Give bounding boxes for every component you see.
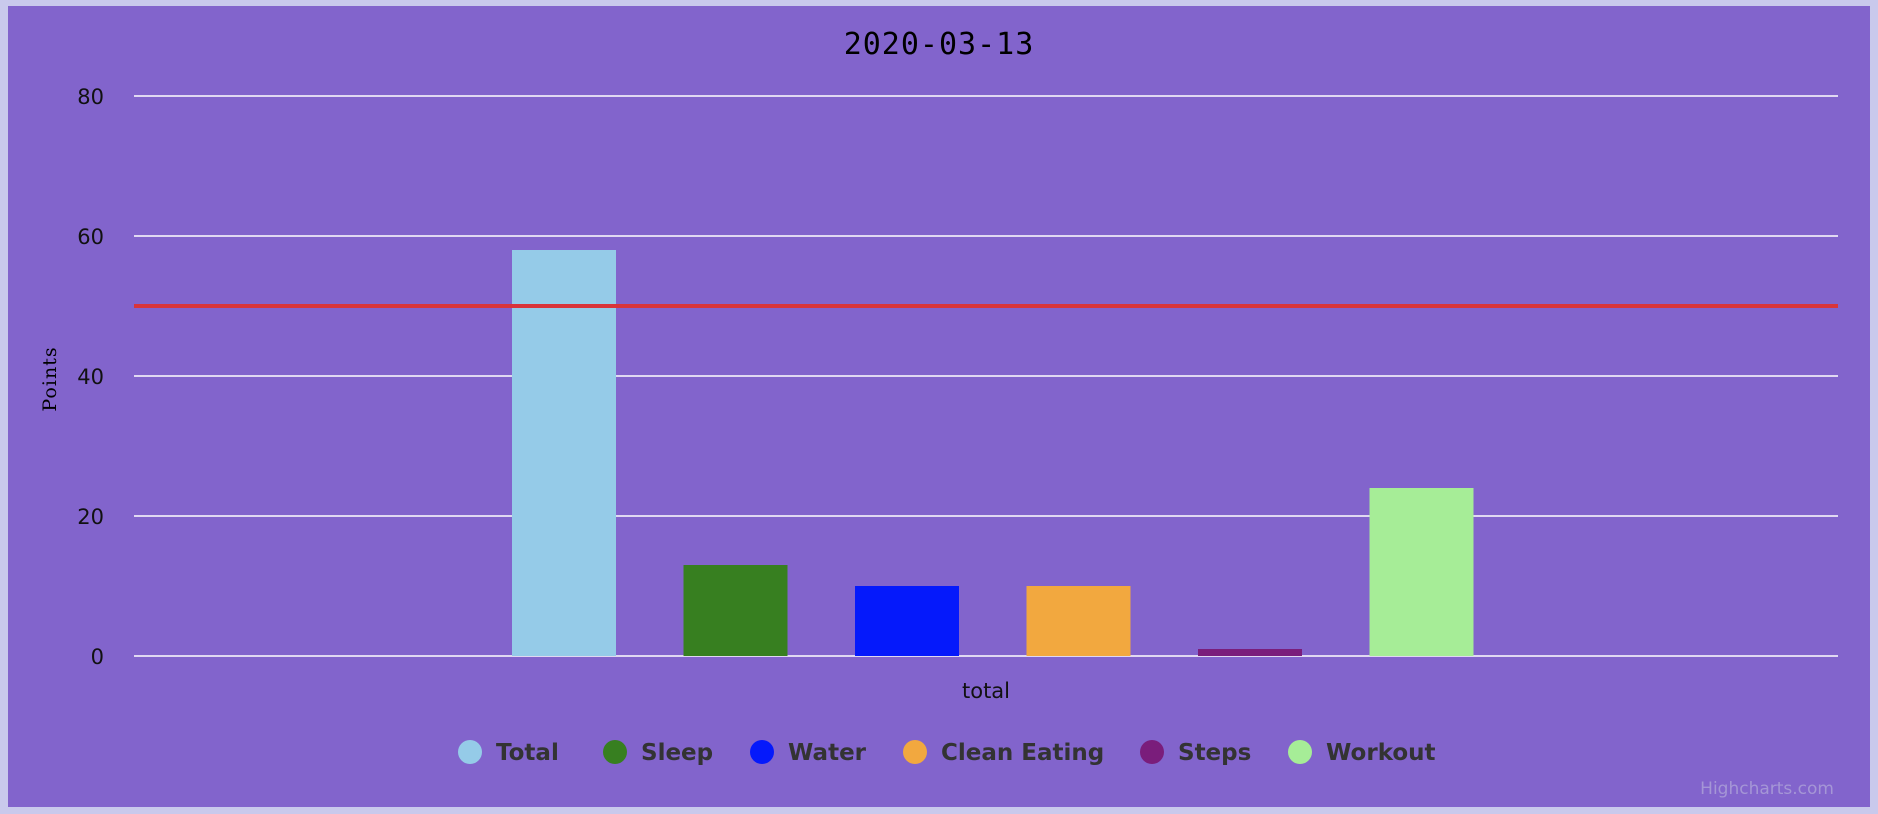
legend-marker	[1288, 740, 1312, 764]
y-tick-label: 20	[77, 505, 104, 529]
legend-marker	[750, 740, 774, 764]
y-tick-label: 80	[77, 85, 104, 109]
legend-label: Steps	[1178, 740, 1251, 766]
x-category-label: total	[962, 679, 1010, 703]
legend-marker	[903, 740, 927, 764]
bar-clean-eating[interactable]	[1026, 586, 1131, 656]
chart-title: 2020-03-13	[844, 27, 1035, 62]
legend-item-clean-eating[interactable]: Clean Eating	[903, 740, 1104, 766]
legend-label: Water	[788, 740, 867, 766]
legend-marker	[603, 740, 627, 764]
legend-item-sleep[interactable]: Sleep	[603, 740, 713, 766]
y-tick-label: 60	[77, 225, 104, 249]
bar-workout[interactable]	[1369, 488, 1474, 656]
legend-marker	[1140, 740, 1164, 764]
legend-marker	[458, 740, 482, 764]
bar-total[interactable]	[512, 250, 616, 656]
credits-link[interactable]: Highcharts.com	[1700, 779, 1834, 799]
legend-item-workout[interactable]: Workout	[1288, 740, 1436, 766]
bar-water[interactable]	[855, 586, 959, 656]
legend-item-water[interactable]: Water	[750, 740, 867, 766]
legend-item-steps[interactable]: Steps	[1140, 740, 1251, 766]
chart-container: 2020-03-13 Points 0 20 40 60 80 total Total S…	[8, 6, 1870, 807]
legend-label: Total	[496, 740, 559, 766]
legend-label: Sleep	[641, 740, 713, 766]
y-tick-label: 40	[77, 365, 104, 389]
legend-label: Workout	[1326, 740, 1436, 766]
y-axis-label: Points	[39, 346, 61, 411]
grid-lines	[134, 95, 1838, 657]
bar-steps[interactable]	[1198, 649, 1302, 656]
bars	[512, 250, 1474, 656]
bar-sleep[interactable]	[683, 565, 788, 656]
legend-item-total[interactable]: Total	[458, 740, 559, 766]
x-axis-categories: total	[962, 679, 1010, 703]
legend: Total Sleep Water Clean Eating Steps Workout	[458, 740, 1436, 766]
legend-label: Clean Eating	[941, 740, 1104, 766]
bar-chart: 2020-03-13 Points 0 20 40 60 80 total Total S…	[39, 27, 1838, 799]
y-tick-label: 0	[91, 645, 104, 669]
y-axis-ticks: 0 20 40 60 80	[77, 85, 104, 669]
